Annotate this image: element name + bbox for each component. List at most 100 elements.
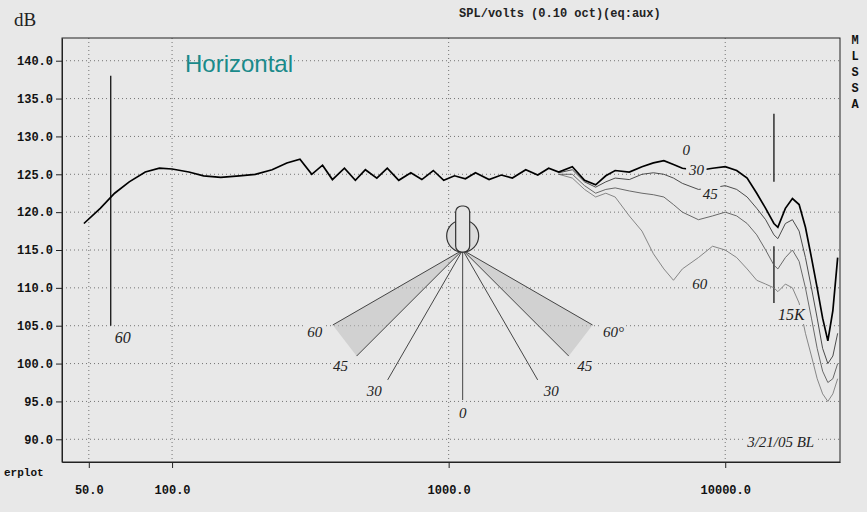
polar-ray (463, 250, 569, 356)
y-tick: 95.0 (24, 396, 62, 410)
grid-line-y (62, 287, 840, 288)
series-line (84, 159, 838, 341)
chart: 90.0 95.0 100.0 105.0 110.0 115.0 120.0 125.0 13… (0, 0, 867, 512)
y-axis: 90.0 95.0 100.0 105.0 110.0 115.0 120.0 125.0 13… (17, 39, 63, 463)
x-tick: 10000.0 (701, 462, 751, 498)
y-tick-label: 120.0 (17, 206, 53, 220)
marker-line (773, 246, 774, 303)
grid-line-x (448, 38, 449, 462)
x-tick-mark (449, 462, 450, 468)
side-label: MLSSA (851, 34, 859, 112)
polar-label: 30 (543, 383, 560, 399)
y-tick-label: 135.0 (17, 93, 53, 107)
y-tick-label: 95.0 (24, 396, 53, 410)
y-tick: 120.0 (17, 206, 62, 220)
series-line (559, 174, 838, 401)
polar-ray (388, 250, 463, 380)
series-line (559, 170, 838, 364)
grid-line-x (88, 38, 89, 462)
y-tick-label: 115.0 (17, 244, 53, 258)
polar-ray (463, 250, 538, 380)
annotation: 45 (703, 186, 719, 202)
polar-label-patch (364, 382, 385, 400)
grid-line-y (62, 98, 840, 99)
annotation-patch (701, 185, 721, 203)
annotation: 3/21/05 BL (746, 434, 814, 450)
plot: 90.0 95.0 100.0 105.0 110.0 115.0 120.0 125.0 13… (17, 38, 841, 498)
x-tick-mark (172, 462, 173, 468)
grid-line-y (62, 136, 840, 137)
y-tick: 140.0 (17, 55, 62, 69)
y-tick-label: 90.0 (24, 434, 53, 448)
polar-ray (462, 250, 463, 400)
annotation-patch (690, 275, 710, 293)
y-tick-mark (56, 99, 62, 100)
y-tick-mark (56, 212, 62, 213)
marker-line (110, 76, 111, 326)
grid-line-x (172, 38, 173, 462)
polar-label: 60 (307, 324, 323, 340)
annotation: 30 (688, 162, 705, 178)
y-tick-mark (56, 136, 62, 137)
texts: 6045300304560°6015K03045603/21/05 BL (113, 141, 817, 451)
marker-label-patch (113, 328, 133, 347)
y-axis-title: dB (14, 9, 36, 30)
y-tick-label: 105.0 (17, 320, 53, 334)
y-tick-label: 110.0 (17, 282, 53, 296)
y-tick-mark (56, 61, 62, 62)
series-line (559, 174, 838, 382)
annotation: 60 (692, 276, 708, 292)
grid-line-y (62, 363, 840, 364)
marker-line (773, 114, 774, 182)
x-tick: 1000.0 (428, 462, 471, 498)
y-tick: 135.0 (17, 93, 62, 107)
x-axis: 50.0 100.0 1000.0 10000.0 (63, 462, 841, 498)
y-tick-mark (56, 401, 62, 402)
x-tick-label: 10000.0 (701, 484, 751, 498)
y-tick: 100.0 (17, 358, 62, 372)
y-tick-mark (56, 174, 62, 175)
y-tick-label: 140.0 (17, 55, 53, 69)
polar-label-patch (575, 357, 595, 375)
marker-label: 15K (778, 306, 806, 323)
polar-label-patch (305, 323, 325, 341)
polar-diagram (333, 206, 593, 400)
x-tick-label: 50.0 (75, 484, 104, 498)
polar-shade (333, 250, 463, 356)
y-tick: 110.0 (17, 282, 62, 296)
polar-label: 30 (366, 383, 383, 399)
annotation-patch (744, 433, 816, 451)
y-tick-mark (56, 364, 62, 365)
x-tick: 100.0 (155, 462, 191, 498)
polar-label-patch (331, 357, 351, 375)
title: SPL/volts (0.10 oct)(eq:aux) (459, 7, 661, 21)
y-tick: 115.0 (17, 244, 62, 258)
grid-line-y (62, 439, 840, 440)
grid (62, 38, 840, 462)
footer: erplot (4, 467, 44, 479)
plot-frame (62, 38, 840, 462)
polar-label-patch (601, 323, 626, 341)
polar-ray (463, 250, 593, 325)
annotation: 0 (682, 142, 690, 158)
polar-label: 0 (459, 405, 467, 421)
y-tick-mark (56, 326, 62, 327)
x-tick: 50.0 (75, 462, 104, 498)
polar-label: 60° (603, 324, 624, 340)
polar-ray (333, 250, 463, 325)
grid-line-y (62, 174, 840, 175)
y-tick: 90.0 (24, 434, 62, 448)
grid-line-y (62, 325, 840, 326)
grid-line-y (62, 60, 840, 61)
polar-label: 45 (577, 358, 593, 374)
y-axis-line (62, 39, 63, 463)
y-tick: 105.0 (17, 320, 62, 334)
y-tick: 130.0 (17, 131, 62, 145)
y-tick-label: 125.0 (17, 169, 53, 183)
polar-shade (463, 250, 593, 356)
y-tick-mark (56, 288, 62, 289)
x-tick-label: 1000.0 (428, 484, 471, 498)
annotation-patch (680, 141, 692, 159)
marker-label-patch (776, 305, 808, 324)
y-tick-label: 100.0 (17, 358, 53, 372)
